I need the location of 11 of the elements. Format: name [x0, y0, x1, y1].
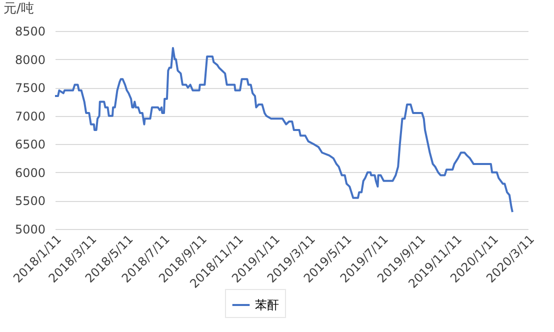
legend-label: 苯酐: [255, 298, 279, 312]
y-tick-label: 5500: [14, 194, 46, 208]
y-tick-label: 7500: [14, 81, 46, 96]
y-tick-label: 8500: [14, 24, 46, 38]
y-tick-label: 7000: [14, 109, 46, 124]
line-series: [54, 46, 514, 214]
y-tick-label: 8000: [14, 52, 46, 67]
y-tick-label: 6000: [14, 166, 46, 180]
y-axis-title: 元/吨: [4, 2, 34, 16]
y-tick-label: 5000: [14, 222, 46, 236]
y-tick-label: 6500: [14, 138, 46, 152]
